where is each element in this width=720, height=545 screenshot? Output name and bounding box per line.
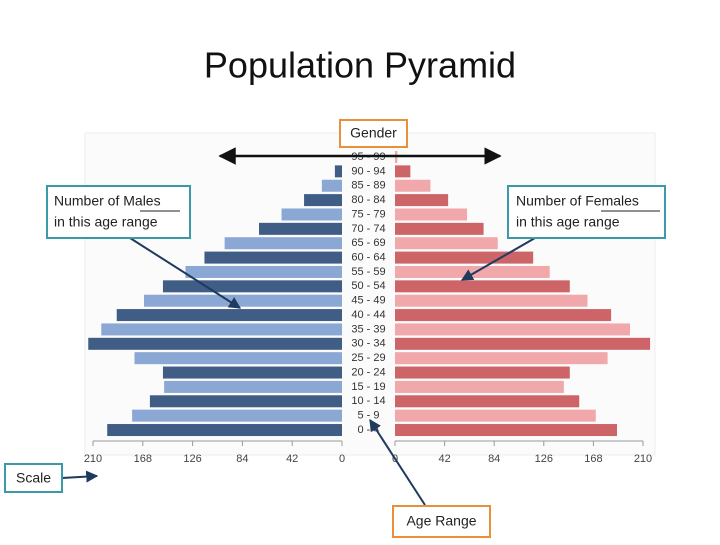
x-tick-label: 42 [438, 453, 450, 465]
bar [395, 265, 550, 278]
age-label: 60 - 64 [351, 251, 385, 263]
age-label: 90 - 94 [351, 165, 385, 177]
males-label: Number of Males [54, 193, 161, 209]
age-label: 25 - 29 [351, 352, 385, 364]
x-tick-label: 84 [488, 453, 500, 465]
bar [107, 424, 342, 437]
bar [395, 409, 596, 422]
x-tick-label: 84 [236, 453, 248, 465]
age-label: 65 - 69 [351, 237, 385, 249]
bar [395, 323, 631, 336]
age-label: 50 - 54 [351, 280, 385, 292]
scale-label: Scale [16, 470, 51, 486]
bar [304, 194, 342, 207]
gender-box [339, 119, 408, 148]
females-label: in this age range [516, 214, 620, 230]
age-range-label: Age Range [406, 513, 476, 529]
bar [395, 222, 484, 235]
males-arrow [129, 237, 242, 309]
bar [395, 194, 449, 207]
bar [395, 237, 498, 250]
bar [132, 409, 342, 422]
bar [395, 208, 468, 221]
bar [395, 280, 570, 293]
males-label: in this age range [54, 214, 158, 230]
bar [395, 380, 564, 393]
age-label: 70 - 74 [351, 223, 385, 235]
bar [162, 280, 342, 293]
bar [204, 251, 342, 264]
bar [395, 337, 651, 350]
bar [395, 366, 570, 379]
bar [224, 237, 342, 250]
x-tick-label: 0 [339, 453, 345, 465]
bar [88, 337, 342, 350]
gender-label: Gender [350, 125, 397, 141]
females-arrow [460, 237, 536, 281]
males-box [46, 185, 191, 239]
age-label: 15 - 19 [351, 381, 385, 393]
females-box [507, 185, 666, 239]
bar [149, 395, 342, 408]
bar [395, 352, 608, 365]
bar [395, 251, 534, 264]
age-range-box [392, 505, 491, 538]
age-label: 85 - 89 [351, 180, 385, 192]
age-label: 80 - 84 [351, 194, 385, 206]
x-tick-label: 168 [584, 453, 602, 465]
age-label: 40 - 44 [351, 309, 385, 321]
bar [395, 294, 588, 307]
bar [164, 380, 342, 393]
age-label: 30 - 34 [351, 338, 385, 350]
x-tick-label: 126 [183, 453, 201, 465]
x-tick-label: 210 [634, 453, 652, 465]
x-tick-label: 210 [84, 453, 102, 465]
bar [395, 309, 612, 322]
bar [116, 309, 342, 322]
bar [395, 424, 618, 437]
slide-title: Population Pyramid [204, 45, 516, 86]
age-label: 20 - 24 [351, 366, 385, 378]
x-tick-label: 42 [286, 453, 298, 465]
scale-arrow [61, 470, 99, 483]
age-label: 55 - 59 [351, 266, 385, 278]
females-label: Number of Females [516, 193, 639, 209]
age-range-arrow [369, 418, 426, 506]
age-label: 45 - 49 [351, 295, 385, 307]
age-label: 75 - 79 [351, 208, 385, 220]
bar [395, 395, 580, 408]
x-tick-label: 168 [134, 453, 152, 465]
age-label: 35 - 39 [351, 323, 385, 335]
bar [259, 222, 342, 235]
bar [162, 366, 342, 379]
bar [281, 208, 342, 221]
bar [101, 323, 342, 336]
bar [185, 265, 342, 278]
bar [395, 165, 411, 178]
bar [321, 179, 342, 192]
age-label: 5 - 9 [357, 410, 379, 422]
bar [143, 294, 342, 307]
x-tick-label: 126 [535, 453, 553, 465]
bar [395, 179, 431, 192]
scale-box [4, 463, 63, 493]
age-label: 10 - 14 [351, 395, 385, 407]
bar [334, 165, 342, 178]
bar [134, 352, 342, 365]
